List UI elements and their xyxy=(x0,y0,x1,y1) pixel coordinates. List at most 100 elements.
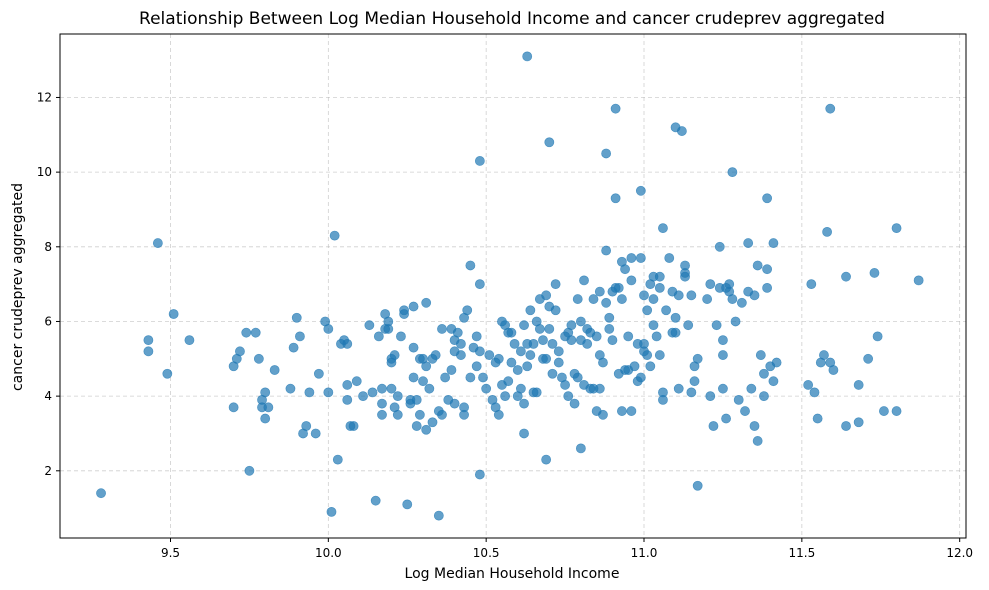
data-point xyxy=(727,294,738,304)
data-point xyxy=(515,383,526,394)
data-point xyxy=(143,335,154,346)
data-point xyxy=(446,365,457,375)
x-tick-label: 12.0 xyxy=(946,546,973,560)
data-point xyxy=(389,350,400,360)
data-point xyxy=(651,331,662,342)
data-point xyxy=(771,357,782,368)
data-point xyxy=(673,290,684,301)
data-point xyxy=(424,383,435,394)
data-point xyxy=(399,309,409,319)
data-point xyxy=(913,275,924,286)
data-point xyxy=(635,253,646,263)
data-point xyxy=(869,268,880,278)
data-point xyxy=(370,495,381,506)
data-point xyxy=(519,320,529,331)
data-point xyxy=(891,406,902,416)
data-point xyxy=(440,372,451,383)
y-tick-label: 8 xyxy=(44,240,52,254)
data-point xyxy=(459,409,469,420)
data-point xyxy=(676,126,687,136)
data-point xyxy=(408,301,419,312)
data-point xyxy=(692,480,703,491)
data-point xyxy=(610,103,621,114)
data-point xyxy=(626,253,637,263)
data-point xyxy=(260,413,271,424)
data-point xyxy=(449,398,460,409)
data-point xyxy=(749,290,760,301)
data-point xyxy=(541,454,552,465)
data-point xyxy=(683,320,694,331)
data-point xyxy=(809,387,820,398)
data-point xyxy=(414,409,425,420)
data-point xyxy=(730,316,741,327)
data-point xyxy=(541,353,552,364)
data-point xyxy=(538,335,548,346)
data-point xyxy=(768,238,779,248)
data-point xyxy=(437,409,447,420)
data-point xyxy=(658,223,668,234)
data-point xyxy=(680,260,690,271)
data-point xyxy=(506,327,517,338)
data-point xyxy=(680,271,690,282)
data-point xyxy=(512,365,523,375)
data-point xyxy=(235,346,245,357)
data-point xyxy=(544,324,555,334)
data-point xyxy=(484,350,495,360)
data-point xyxy=(367,387,378,398)
data-point xyxy=(604,312,615,323)
data-point xyxy=(664,253,675,263)
data-point xyxy=(588,294,599,304)
data-point xyxy=(654,350,665,360)
data-point xyxy=(598,409,608,420)
data-point xyxy=(250,327,261,338)
data-point xyxy=(253,353,264,364)
data-point xyxy=(575,316,586,327)
data-point xyxy=(654,271,665,282)
data-point xyxy=(762,193,773,204)
data-point xyxy=(421,297,432,308)
data-point xyxy=(506,357,517,368)
data-point xyxy=(364,320,375,331)
data-point xyxy=(604,324,615,334)
data-point xyxy=(623,331,634,342)
data-point xyxy=(853,417,864,428)
data-point xyxy=(752,436,763,446)
data-point xyxy=(613,282,624,293)
data-point xyxy=(825,103,836,114)
data-point xyxy=(594,383,605,394)
data-point xyxy=(351,376,362,387)
data-point xyxy=(358,391,368,402)
data-point xyxy=(658,394,668,405)
data-point xyxy=(686,290,697,301)
data-point xyxy=(377,409,387,420)
data-point xyxy=(891,223,902,234)
data-point xyxy=(427,417,438,428)
data-point xyxy=(421,424,432,435)
data-point xyxy=(462,305,473,316)
data-point xyxy=(288,342,299,353)
data-point xyxy=(386,383,397,394)
data-point xyxy=(168,309,179,319)
data-point xyxy=(743,238,754,248)
data-point xyxy=(383,324,394,334)
data-point xyxy=(531,387,542,398)
data-point xyxy=(702,294,713,304)
x-tick-label: 11.0 xyxy=(631,546,658,560)
data-point xyxy=(291,312,302,323)
data-point xyxy=(812,413,823,424)
data-point xyxy=(642,350,653,360)
data-point xyxy=(162,368,173,379)
data-point xyxy=(471,361,482,372)
data-point xyxy=(430,350,441,360)
y-tick-label: 2 xyxy=(44,464,52,478)
data-point xyxy=(762,264,773,275)
x-tick-label: 10.0 xyxy=(315,546,342,560)
data-point xyxy=(642,305,653,316)
chart-title: Relationship Between Log Median Househol… xyxy=(139,9,885,29)
data-point xyxy=(841,421,851,431)
data-point xyxy=(714,241,725,252)
data-point xyxy=(481,383,492,394)
data-point xyxy=(377,398,387,409)
data-point xyxy=(285,383,296,394)
data-point xyxy=(629,361,640,372)
